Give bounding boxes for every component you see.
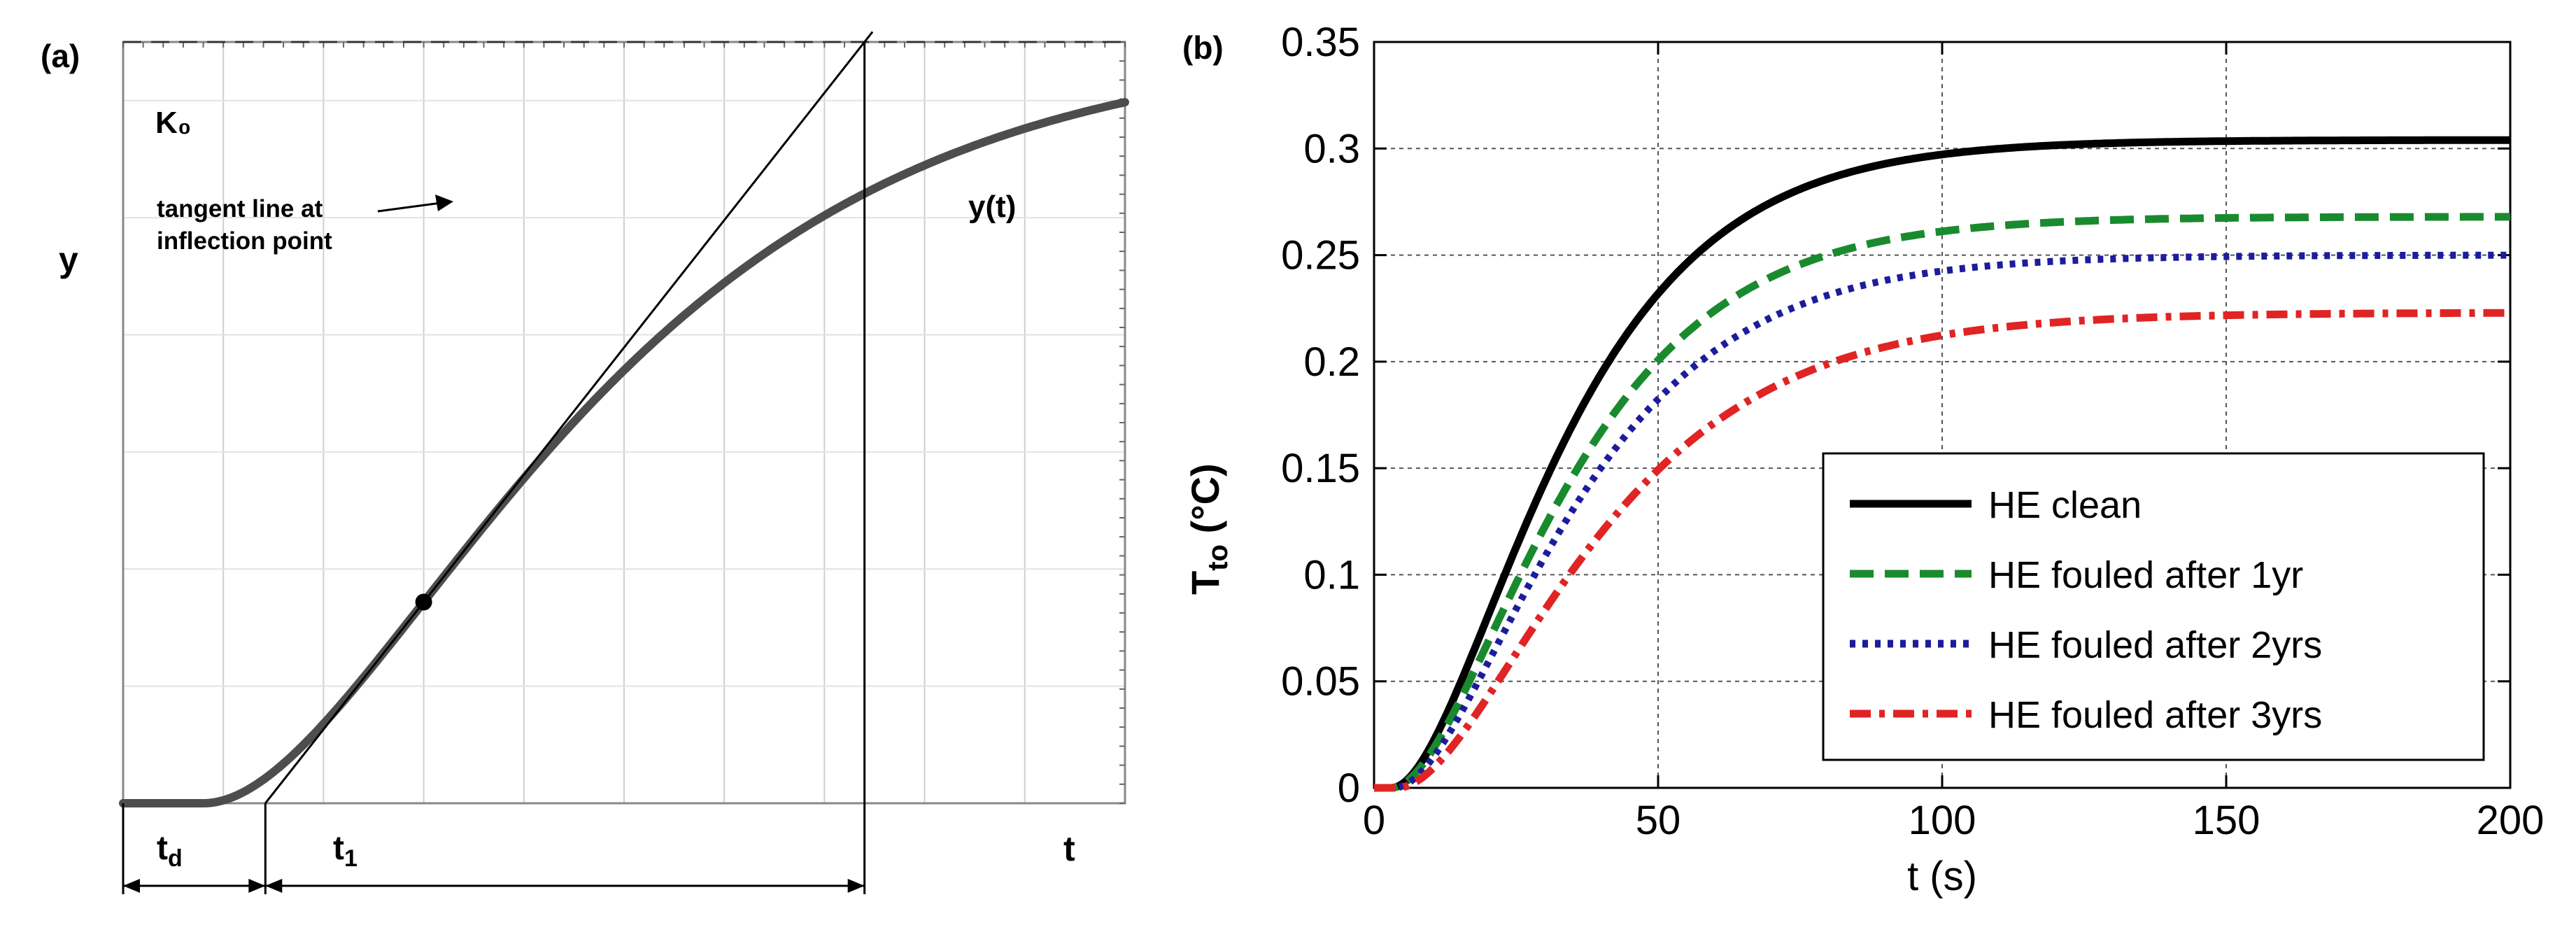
panel-a-response-curve	[119, 98, 1129, 807]
panel-a-inflection-point	[415, 593, 432, 611]
panel-b-series-line-1	[1374, 213, 2510, 792]
panel-b-y-tick-label-4: 0.2	[1303, 339, 1360, 385]
panel-a-ylabel: y	[59, 240, 78, 279]
panel-a-tangent-annotation-arrowhead	[435, 195, 453, 211]
panel-b-ylabel: Tto (°C)	[1183, 463, 1233, 595]
panel-a-td-arrow-left-head	[123, 879, 140, 893]
panel-b-legend-label-1: HE fouled after 1yr	[1988, 554, 2303, 596]
panel-a-tangent-line	[264, 31, 874, 804]
panel-a-tangent-annotation-line2: inflection point	[157, 227, 332, 255]
panel-b-legend-label-0: HE clean	[1988, 484, 2142, 526]
panel-a-t1-label: t1	[333, 830, 358, 872]
panel-a-t1-arrow-right-head	[847, 879, 865, 893]
panel-b-y-tick-label-2: 0.1	[1303, 552, 1360, 598]
panel-a-tangent-annotation-line1: tangent line at	[157, 195, 323, 223]
panel-a-ticks	[122, 41, 1126, 804]
panel-a-grid	[123, 42, 1125, 803]
panel-b-xlabel: t (s)	[1907, 854, 1977, 899]
panel-b-series	[1374, 136, 2510, 792]
panel-a-tangent-annotation-arrow	[377, 202, 441, 213]
panel-a-dimension-arrows	[122, 803, 865, 894]
panel-a-k0-label: K₀	[155, 106, 192, 140]
panel-b-y-tick-label-0: 0	[1338, 765, 1360, 811]
panel-b: (b) 0 50 100 150 200 0 0.05 0.1 0.15 0.2 0.25 0.3 0.…	[1182, 20, 2544, 899]
panel-a-label: (a)	[41, 38, 80, 74]
panel-b-x-tick-label-3: 150	[2193, 798, 2260, 843]
panel-b-series-line-3	[1374, 309, 2510, 792]
panel-b-legend-label-2: HE fouled after 2yrs	[1988, 624, 2322, 666]
panel-b-ticks: 0 50 100 150 200 0 0.05 0.1 0.15 0.2 0.25 0.3 0.35	[1281, 20, 2544, 843]
panel-b-series-line-0	[1374, 136, 2510, 792]
panel-b-y-tick-label-3: 0.15	[1281, 446, 1360, 491]
panel-b-y-tick-label-6: 0.3	[1303, 126, 1360, 171]
panel-b-legend: HE clean HE fouled after 1yr HE fouled aft…	[1822, 452, 2485, 761]
panel-a: (a) K₀ y t y(t) tangent line at inflecti…	[41, 31, 1129, 894]
panel-a-t1-arrow-left-head	[265, 879, 283, 893]
panel-b-y-tick-label-1: 0.05	[1281, 659, 1360, 705]
panel-a-td-label: td	[157, 830, 183, 872]
panel-b-x-tick-label-1: 50	[1636, 798, 1681, 843]
panel-b-label: (b)	[1182, 29, 1224, 66]
panel-a-xlabel: t	[1063, 829, 1075, 868]
panel-b-x-tick-label-4: 200	[2477, 798, 2545, 843]
panel-b-y-tick-label-5: 0.25	[1281, 233, 1360, 278]
panel-a-td-arrow-right-head	[248, 879, 266, 893]
panel-a-series-label: y(t)	[968, 190, 1016, 224]
panel-b-x-tick-label-0: 0	[1363, 798, 1385, 843]
panel-b-y-tick-label-7: 0.35	[1281, 20, 1360, 65]
panel-b-legend-label-3: HE fouled after 3yrs	[1988, 694, 2322, 736]
panel-b-x-tick-label-2: 100	[1909, 798, 1976, 843]
